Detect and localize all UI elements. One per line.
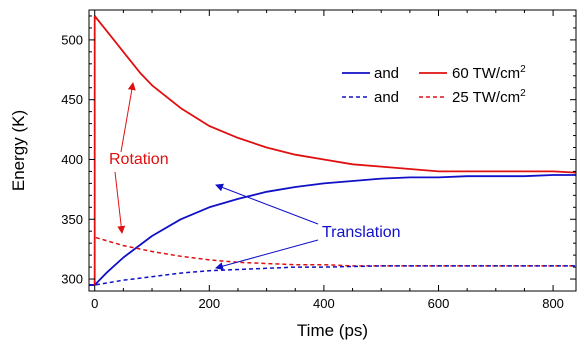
rotation-arrow-down [114, 171, 126, 234]
y-axis-title: Energy (K) [9, 110, 28, 191]
y-tick-label: 400 [61, 152, 83, 167]
legend-25-sup: 2 [520, 88, 526, 99]
legend: and 60 TW/cm2 and 25 TW/cm2 [342, 64, 526, 106]
plot-frame [88, 9, 577, 292]
series-line-rotation-dashed [93, 236, 576, 285]
y-tick-label: 450 [61, 92, 83, 107]
legend-text-and-2: and [374, 89, 399, 106]
legend-text-25: 25 TW/cm2 [452, 88, 526, 106]
rotation-annotation: Rotation [109, 151, 169, 168]
x-tick-label: 600 [428, 296, 450, 311]
ticks-layer [89, 10, 576, 292]
y-tick-label: 500 [61, 32, 83, 47]
rotation-arrow-up [120, 82, 136, 153]
x-tick-label: 200 [198, 296, 220, 311]
legend-text-60: 60 TW/cm2 [452, 64, 526, 82]
legend-25-label: 25 TW/cm [452, 89, 520, 106]
y-tick-label: 350 [61, 212, 83, 227]
translation-annotation: Translation [322, 224, 401, 241]
legend-60-label: 60 TW/cm [452, 65, 520, 82]
x-tick-label: 0 [91, 296, 98, 311]
x-tick-label: 800 [542, 296, 564, 311]
translation-arrow-up [215, 183, 319, 225]
annotations: Rotation Translation [109, 82, 401, 271]
series-layer [89, 15, 577, 286]
series-line-translation-solid [89, 174, 576, 286]
y-tick-label: 300 [61, 272, 83, 287]
legend-60-sup: 2 [520, 64, 526, 75]
translation-arrow-down [215, 239, 319, 271]
series-line-rotation-solid [89, 15, 577, 286]
x-tick-label: 400 [313, 296, 335, 311]
legend-text-and-1: and [374, 65, 399, 82]
x-axis-title: Time (ps) [297, 321, 368, 340]
series-line-translation-dashed [89, 265, 576, 286]
tick-labels: 0 200 400 600 800 300 350 400 450 500 [61, 32, 564, 311]
